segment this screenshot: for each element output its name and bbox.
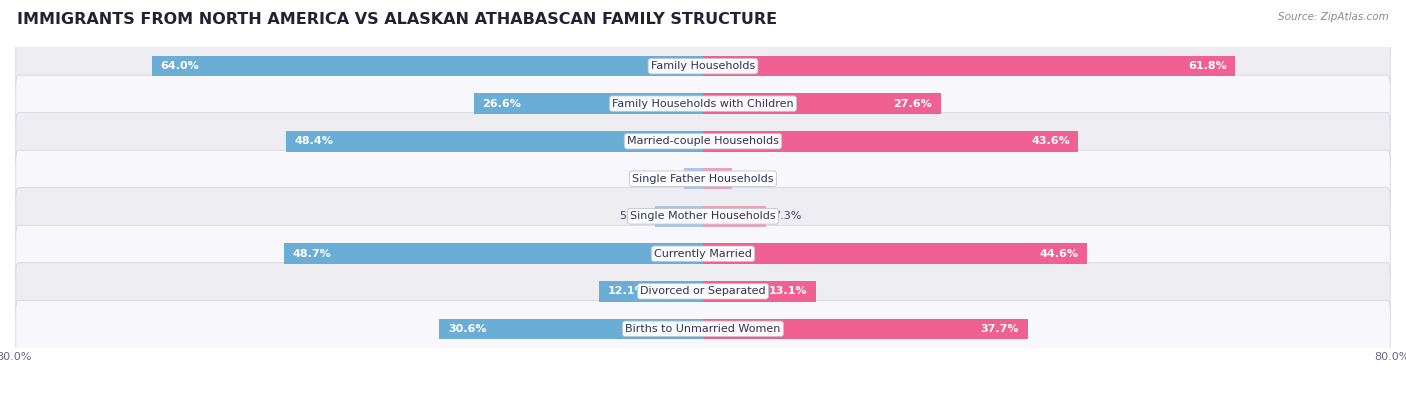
Text: 61.8%: 61.8% [1188, 61, 1226, 71]
Bar [703, 281, 815, 302]
Text: 64.0%: 64.0% [160, 61, 200, 71]
Text: 26.6%: 26.6% [482, 99, 522, 109]
FancyBboxPatch shape [15, 188, 1391, 245]
FancyBboxPatch shape [15, 225, 1391, 282]
FancyBboxPatch shape [15, 150, 1391, 207]
Text: 48.4%: 48.4% [295, 136, 333, 146]
Bar [287, 131, 703, 152]
FancyBboxPatch shape [15, 38, 1391, 95]
Bar [474, 93, 703, 114]
Bar [703, 93, 941, 114]
FancyBboxPatch shape [15, 300, 1391, 357]
FancyBboxPatch shape [15, 75, 1391, 132]
Text: 7.3%: 7.3% [773, 211, 801, 221]
Text: Single Mother Households: Single Mother Households [630, 211, 776, 221]
Bar [655, 206, 703, 227]
Bar [599, 281, 703, 302]
Text: Family Households with Children: Family Households with Children [612, 99, 794, 109]
FancyBboxPatch shape [15, 263, 1391, 320]
Bar [152, 56, 703, 77]
FancyBboxPatch shape [15, 113, 1391, 170]
Bar [703, 318, 1028, 339]
Text: Single Father Households: Single Father Households [633, 174, 773, 184]
Text: Divorced or Separated: Divorced or Separated [640, 286, 766, 296]
Text: 5.6%: 5.6% [620, 211, 648, 221]
Text: 13.1%: 13.1% [769, 286, 807, 296]
Text: 30.6%: 30.6% [449, 324, 486, 334]
Bar [440, 318, 703, 339]
Text: Births to Unmarried Women: Births to Unmarried Women [626, 324, 780, 334]
Bar [703, 131, 1078, 152]
Text: Family Households: Family Households [651, 61, 755, 71]
Bar [685, 168, 703, 189]
Text: 37.7%: 37.7% [980, 324, 1019, 334]
Text: 48.7%: 48.7% [292, 249, 330, 259]
Text: Married-couple Households: Married-couple Households [627, 136, 779, 146]
Text: 12.1%: 12.1% [607, 286, 645, 296]
Bar [284, 243, 703, 264]
Text: 44.6%: 44.6% [1039, 249, 1078, 259]
Text: 43.6%: 43.6% [1031, 136, 1070, 146]
Text: 2.2%: 2.2% [648, 174, 678, 184]
Bar [703, 243, 1087, 264]
Bar [703, 56, 1236, 77]
Bar [703, 168, 733, 189]
Text: Source: ZipAtlas.com: Source: ZipAtlas.com [1278, 12, 1389, 22]
Text: 3.4%: 3.4% [740, 174, 768, 184]
Bar [703, 206, 766, 227]
Text: Currently Married: Currently Married [654, 249, 752, 259]
Text: 27.6%: 27.6% [893, 99, 932, 109]
Text: IMMIGRANTS FROM NORTH AMERICA VS ALASKAN ATHABASCAN FAMILY STRUCTURE: IMMIGRANTS FROM NORTH AMERICA VS ALASKAN… [17, 12, 778, 27]
